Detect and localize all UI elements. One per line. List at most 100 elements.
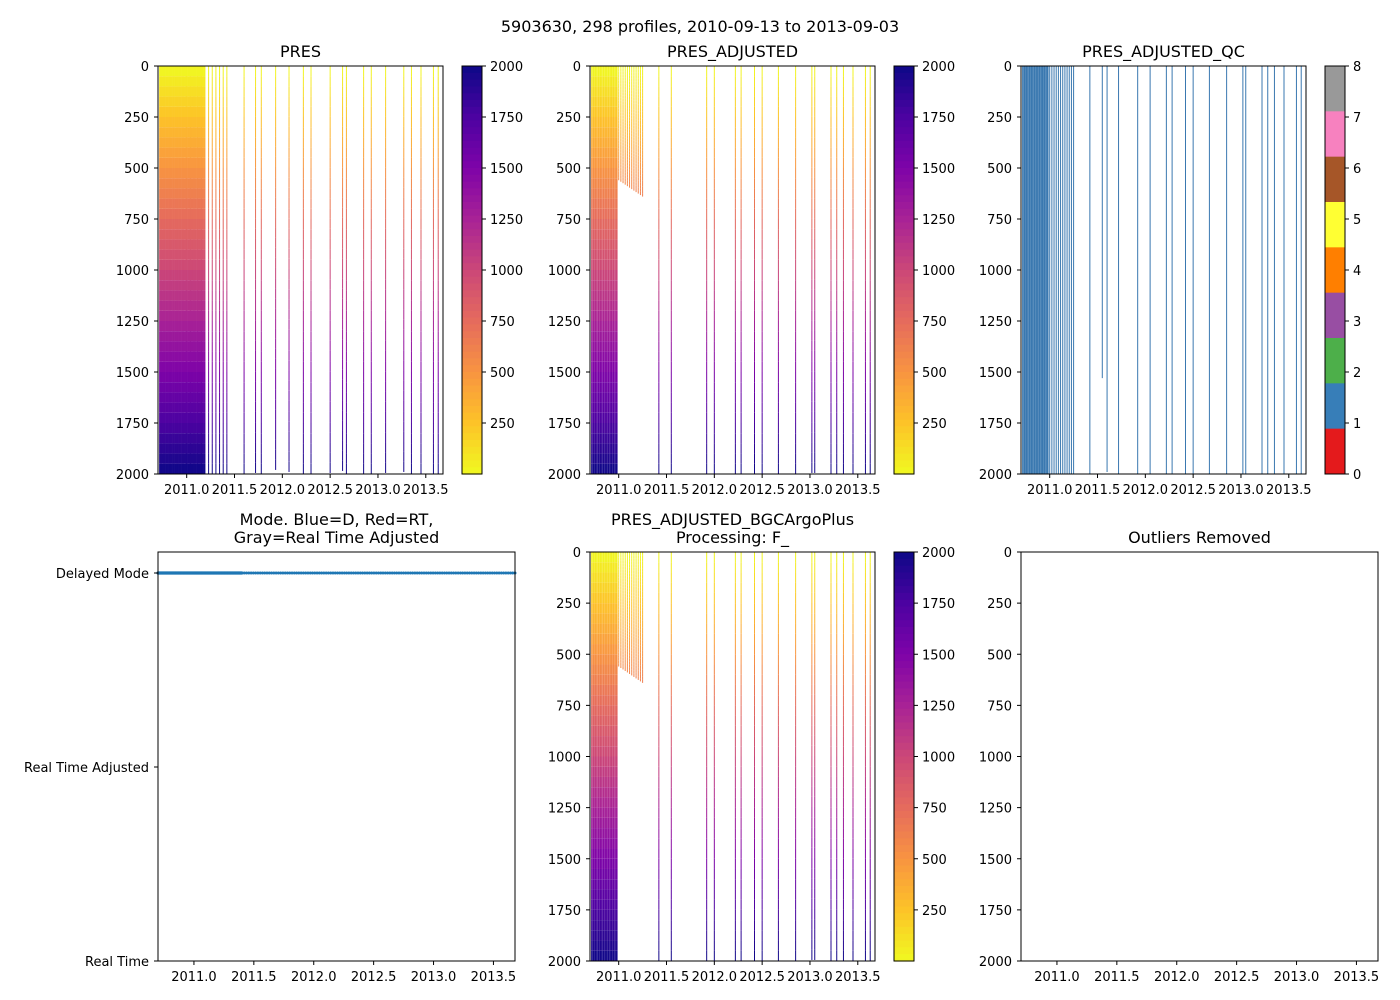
mode-point (331, 571, 335, 575)
mode-point (402, 571, 406, 575)
x-tick-label: 2013.5 (1266, 483, 1312, 498)
colorbar-segment (894, 419, 914, 427)
colorbar-segment (462, 372, 482, 380)
colorbar-tick-label: 4 (1353, 264, 1361, 279)
colorbar-segment (462, 385, 482, 393)
mode-point (336, 571, 340, 575)
y-tick-label: 750 (987, 213, 1012, 228)
mode-point (317, 571, 321, 575)
mode-point (427, 571, 431, 575)
colorbar-segment (894, 270, 914, 278)
mode-point (422, 571, 426, 575)
colorbar-tick-label: 2000 (922, 60, 955, 75)
colorbar-segment (894, 283, 914, 291)
panel-pres_adjusted_qc: PRES_ADJUSTED_QC025050075010001250150017… (979, 42, 1361, 498)
colorbar-segment (1325, 247, 1345, 294)
colorbar-segment (894, 106, 914, 115)
colorbar-segment (894, 113, 914, 121)
colorbar-segment (462, 249, 482, 257)
colorbar-segment (462, 222, 482, 230)
mode-point (242, 571, 246, 575)
colorbar-segment (462, 72, 482, 81)
mode-point (267, 571, 271, 575)
colorbar-segment (462, 134, 482, 142)
panel-title: PRES_ADJUSTED_QC (1082, 42, 1245, 62)
mode-point (306, 571, 310, 575)
colorbar-segment (894, 317, 914, 325)
colorbar-segment (462, 338, 482, 346)
colorbar-segment (1325, 428, 1345, 475)
colorbar-segment (894, 127, 914, 135)
colorbar-tick-label: 3 (1353, 315, 1361, 330)
colorbar-segment (894, 372, 914, 380)
colorbar-segment (894, 351, 914, 359)
x-tick-label: 2011.0 (596, 483, 642, 498)
mode-point (329, 571, 333, 575)
mode-point (342, 571, 346, 575)
y-tick-label: 0 (1004, 60, 1012, 75)
colorbar-tick-label: 1250 (490, 213, 523, 228)
y-tick-label: 500 (124, 162, 149, 177)
colorbar-segment (894, 66, 914, 74)
colorbar-tick-label: 1500 (922, 162, 955, 177)
mode-point (299, 571, 303, 575)
mode-point (429, 571, 433, 575)
colorbar-segment (462, 276, 482, 285)
colorbar-segment (894, 385, 914, 393)
mode-point (274, 571, 278, 575)
y-tick-label: 1250 (979, 315, 1012, 330)
colorbar-segment (462, 358, 482, 366)
mode-point (392, 571, 396, 575)
mode-point (372, 571, 376, 575)
colorbar-tick-label: 0 (1353, 468, 1361, 483)
colorbar-segment (462, 351, 482, 359)
colorbar-segment (462, 113, 482, 121)
mode-point (367, 571, 371, 575)
colorbar-segment (894, 310, 914, 319)
mode-point (370, 571, 374, 575)
mode-point (279, 571, 283, 575)
y-tick-label: 1500 (548, 366, 581, 381)
mode-point (356, 571, 360, 575)
colorbar-segment (462, 242, 482, 251)
colorbar-tick-label: 2000 (490, 60, 523, 75)
colorbar-segment (1325, 202, 1345, 248)
mode-point (354, 571, 358, 575)
colorbar-segment (462, 419, 482, 427)
y-tick-label: 750 (556, 213, 581, 228)
colorbar-segment (894, 440, 914, 448)
colorbar-segment (894, 181, 914, 189)
x-tick-label: 2011.0 (1027, 483, 1073, 498)
mode-point (390, 571, 394, 575)
colorbar-segment (894, 426, 914, 434)
colorbar-segment (894, 93, 914, 101)
colorbar-segment (1325, 156, 1345, 203)
mode-point (361, 571, 365, 575)
colorbar-segment (894, 276, 914, 285)
colorbar-segment (894, 79, 914, 87)
colorbar-segment (462, 378, 482, 387)
colorbar-segment (894, 208, 914, 217)
mode-point (260, 571, 264, 575)
colorbar-segment (894, 304, 914, 312)
colorbar-segment (894, 100, 914, 108)
colorbar-segment (462, 120, 482, 128)
colorbar-segment (894, 202, 914, 210)
y-tick-label: 1000 (116, 264, 149, 279)
colorbar-segment (462, 106, 482, 115)
colorbar-tick-label: 1500 (490, 162, 523, 177)
mode-point (281, 571, 285, 575)
colorbar-segment (462, 93, 482, 101)
colorbar-segment (462, 324, 482, 332)
mode-point (408, 571, 412, 575)
colorbar-segment (894, 358, 914, 366)
colorbar-segment (894, 263, 914, 271)
colorbar-tick-label: 1000 (922, 264, 955, 279)
x-tick-label: 2013.0 (787, 483, 833, 498)
colorbar-segment (462, 195, 482, 203)
mode-point (376, 571, 380, 575)
mode-point (322, 571, 326, 575)
colorbar-segment (462, 290, 482, 298)
colorbar-segment (462, 263, 482, 271)
mode-point (349, 571, 353, 575)
